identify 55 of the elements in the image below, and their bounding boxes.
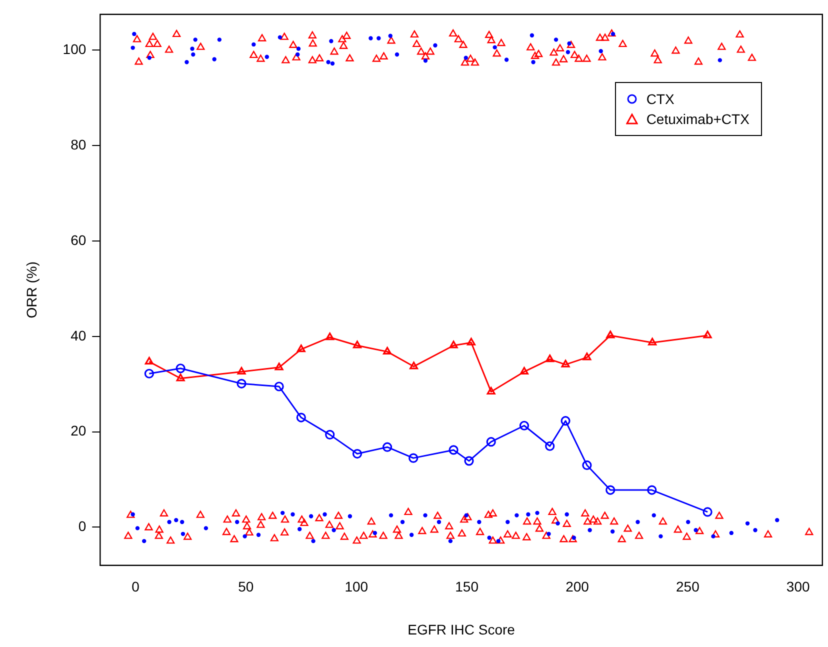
- point: [560, 416, 570, 426]
- x-tick-label: 0: [132, 578, 140, 595]
- x-tick-label: 200: [566, 578, 590, 595]
- point: [296, 412, 306, 422]
- point: [647, 485, 657, 495]
- point: [520, 366, 528, 375]
- point: [326, 332, 334, 340]
- x-axis-title: EGFR IHC Score: [408, 621, 516, 638]
- x-tick-label: 300: [786, 578, 810, 595]
- point: [325, 430, 335, 440]
- point: [144, 356, 154, 364]
- point: [408, 453, 418, 463]
- point: [274, 382, 284, 392]
- point: [236, 378, 246, 388]
- point: [274, 362, 284, 370]
- point: [582, 352, 592, 360]
- x-tick-label: 100: [344, 578, 368, 595]
- y-tick-label: 0: [78, 518, 86, 534]
- y-tick-label: 100: [62, 41, 86, 58]
- point: [582, 460, 592, 470]
- point: [703, 330, 712, 338]
- point: [606, 330, 615, 338]
- point: [561, 360, 570, 368]
- y-tick-label: 20: [70, 422, 86, 439]
- point: [352, 448, 362, 459]
- point: [546, 354, 554, 362]
- point: [702, 507, 712, 517]
- point: [382, 442, 392, 452]
- y-axis-title: ORR (%): [23, 262, 40, 318]
- x-tick-label: 50: [238, 578, 254, 595]
- legend-label: Cetuximab+CTX: [646, 111, 750, 128]
- point: [519, 420, 530, 430]
- point: [410, 362, 418, 370]
- y-tick-label: 80: [70, 136, 86, 152]
- point: [449, 340, 458, 348]
- point: [648, 338, 657, 346]
- point: [176, 374, 185, 382]
- point: [448, 445, 458, 455]
- point: [144, 368, 154, 378]
- point: [237, 366, 246, 375]
- point: [296, 344, 306, 352]
- point: [176, 364, 186, 374]
- legend-label: CTX: [646, 91, 674, 108]
- x-tick-label: 150: [455, 578, 479, 595]
- y-tick-label: 60: [70, 232, 86, 248]
- point: [486, 386, 496, 395]
- point: [464, 456, 474, 466]
- point: [352, 340, 362, 348]
- x-tick-label: 250: [676, 578, 700, 595]
- point: [466, 338, 476, 346]
- point: [486, 437, 496, 447]
- y-tick-label: 40: [70, 327, 86, 344]
- point: [545, 441, 555, 451]
- point: [383, 346, 392, 354]
- point: [606, 485, 616, 495]
